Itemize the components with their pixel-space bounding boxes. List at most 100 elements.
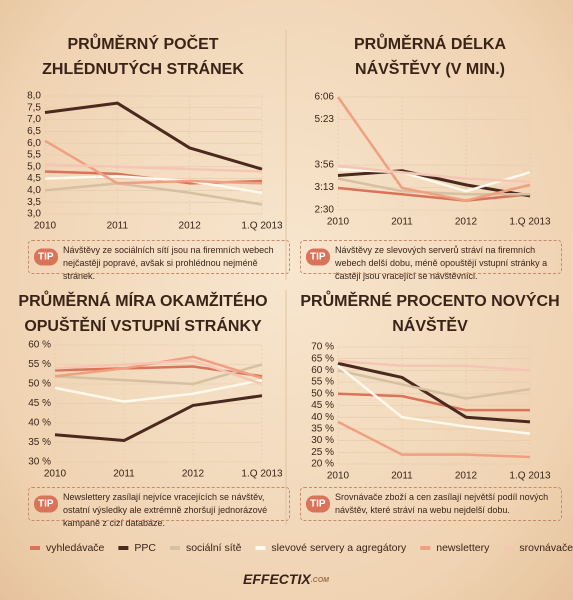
y-tick-label: 5,5: [27, 150, 41, 161]
legend-label: newslettery: [436, 542, 490, 554]
x-tick-label: 2011: [391, 217, 413, 228]
y-tick-label: 6,5: [27, 126, 41, 137]
y-tick-label: 5:23: [315, 114, 335, 125]
series-line: [336, 96, 531, 202]
x-tick-label: 2012: [179, 221, 202, 232]
y-tick-label: 40 %: [28, 418, 51, 429]
y-tick-label: 50 %: [311, 388, 334, 399]
y-tick-label: 35 %: [28, 437, 51, 448]
y-tick-label: 7,0: [27, 114, 41, 125]
tip-text: Srovnávače zboží a cen zasílají největší…: [335, 492, 549, 515]
series-line: [337, 167, 531, 193]
chart-title: OPUŠTĚNÍ VSTUPNÍ STRÁNKY: [24, 316, 262, 335]
tip-badge: TIP: [306, 248, 330, 266]
series-line: [337, 392, 530, 412]
series-line: [337, 164, 531, 183]
chart-title: PRŮMĚRNÝ POČET: [67, 33, 218, 53]
chart-title: NÁVŠTĚVY (V MIN.): [355, 59, 505, 78]
tip-text: Návštěvy ze sociálních sítí jsou na fire…: [63, 245, 274, 281]
series-line: [337, 364, 531, 435]
series-line: [337, 420, 531, 459]
y-tick-label: 3:56: [315, 160, 335, 171]
tip-box: TIP Newslettery zasílají nejvíce vracejíc…: [28, 487, 290, 528]
y-tick-label: 45 %: [311, 400, 334, 411]
series-line: [44, 182, 263, 206]
y-tick-label: 30 %: [28, 457, 51, 468]
y-tick-label: 4,5: [27, 173, 41, 184]
tip-box: TIP Srovnávače zboží a cen zasílají nejvě…: [300, 487, 562, 521]
series-line: [44, 139, 263, 185]
series-line: [54, 394, 263, 443]
x-tick-label: 2012: [182, 469, 205, 480]
series-line: [44, 101, 263, 171]
x-tick-label: 2010: [327, 217, 350, 228]
y-tick-label: 60 %: [311, 365, 334, 376]
y-tick-label: 55 %: [311, 377, 334, 388]
chart-title: ZHLÉDNUTÝCH STRÁNEK: [42, 59, 244, 78]
y-tick-label: 25 %: [311, 447, 334, 458]
series-line: [54, 363, 263, 386]
series-line: [44, 174, 263, 194]
legend-label: sociální sítě: [186, 542, 242, 554]
tip-text: Návštěvy ze slevových serverů stráví na …: [335, 245, 548, 281]
x-tick-label: 2010: [34, 221, 57, 232]
series-line: [337, 177, 530, 196]
y-tick-label: 55 %: [28, 359, 51, 370]
tip-badge: TIP: [306, 495, 330, 513]
y-tick-label: 65 %: [311, 353, 334, 364]
legend-label: vyhledávače: [46, 542, 105, 554]
tip-text: Newslettery zasílají nejvíce vracejících…: [63, 492, 268, 528]
y-tick-label: 20 %: [311, 459, 334, 470]
legend-label: slevové servery a agregátory: [271, 542, 407, 554]
y-tick-label: 30 %: [311, 435, 334, 446]
x-tick-label: 1.Q 2013: [509, 471, 551, 482]
x-tick-label: 1.Q 2013: [509, 217, 551, 228]
y-tick-label: 3,5: [27, 197, 41, 208]
y-tick-label: 6,0: [27, 138, 41, 149]
y-tick-label: 8,0: [27, 91, 41, 102]
x-tick-label: 2010: [327, 471, 350, 482]
y-tick-label: 7,5: [27, 102, 41, 113]
y-tick-label: 45 %: [28, 398, 51, 409]
legend-label: PPC: [134, 542, 156, 554]
series-line: [44, 163, 263, 173]
y-tick-label: 5,0: [27, 161, 41, 172]
legend-label: srovnávače zboží a cen: [519, 542, 573, 554]
series-line: [54, 359, 263, 386]
y-tick-label: 4,0: [27, 185, 41, 196]
y-tick-label: 3:13: [315, 182, 335, 193]
y-tick-label: 2:30: [315, 205, 335, 216]
logo-name: EFFECTIX: [243, 571, 312, 587]
x-tick-label: 2012: [455, 217, 478, 228]
chart-title: NÁVŠTĚV: [392, 316, 468, 335]
logo-domain: .COM: [311, 577, 329, 584]
series-line: [337, 361, 531, 424]
x-tick-label: 2011: [107, 221, 129, 232]
series-line: [337, 169, 531, 198]
y-tick-label: 35 %: [311, 424, 334, 435]
x-tick-label: 2012: [455, 471, 478, 482]
tip-box: TIP Návštěvy ze slevových serverů stráví …: [300, 240, 562, 281]
series-line: [337, 369, 531, 400]
tip-badge: TIP: [34, 248, 58, 266]
tip-box: TIP Návštěvy ze sociálních sítí jsou na f…: [28, 240, 290, 281]
y-tick-label: 6:06: [315, 92, 335, 103]
x-tick-label: 1.Q 2013: [241, 469, 283, 480]
series-line: [337, 359, 531, 372]
y-tick-label: 3,0: [27, 209, 41, 220]
y-tick-label: 50 %: [28, 379, 51, 390]
x-tick-label: 1.Q 2013: [241, 221, 283, 232]
x-tick-label: 2010: [44, 469, 67, 480]
y-tick-label: 60 %: [28, 340, 51, 351]
tip-badge: TIP: [34, 495, 58, 513]
y-tick-label: 40 %: [311, 412, 334, 423]
series-line: [337, 186, 531, 202]
chart-title: PRŮMĚRNÁ MÍRA OKAMŽITÉHO: [18, 290, 267, 310]
x-tick-label: 2011: [113, 469, 135, 480]
logo: EFFECTIX.COM: [243, 571, 329, 587]
chart-title: PRŮMĚRNÉ PROCENTO NOVÝCH: [300, 290, 559, 310]
x-tick-label: 2011: [391, 471, 413, 482]
y-tick-label: 70 %: [311, 342, 334, 353]
